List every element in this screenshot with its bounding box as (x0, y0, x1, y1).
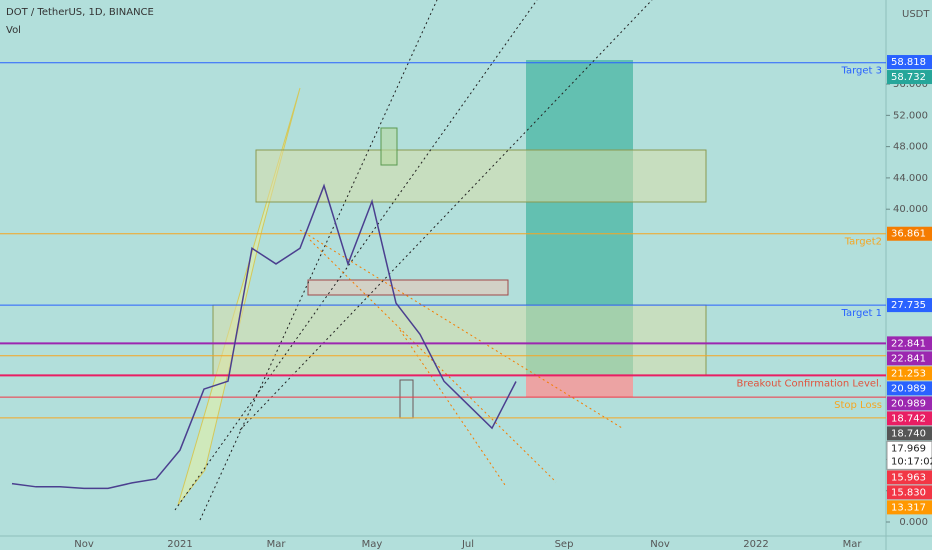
y-tick-label: 40.000 (893, 204, 928, 215)
zone-box (380, 127, 398, 166)
trend-line (199, 0, 438, 521)
price-tag (887, 55, 932, 70)
price-tag (887, 396, 932, 411)
trend-line (174, 0, 538, 511)
x-tick-label: 2021 (167, 539, 192, 550)
price-tag (886, 440, 932, 470)
y-tick-label: 0.000 (899, 517, 928, 528)
zone-box (212, 304, 707, 376)
price-tag (887, 411, 932, 426)
price-tag-label: 22.841 (891, 338, 926, 349)
x-tick-label: May (362, 539, 383, 550)
price-tag-label: 20.989 (891, 383, 926, 394)
price-tag (887, 298, 932, 313)
price-tag-label: 21.253 (891, 368, 926, 379)
subtitle: Vol (6, 25, 21, 36)
annotation: Target2 (844, 237, 882, 248)
price-tag-label: 36.861 (891, 229, 926, 240)
price-tag-label: 58.732 (891, 72, 926, 83)
y-tick-label: 52.000 (893, 110, 928, 121)
price-tag-label: 13.317 (891, 502, 926, 513)
price-tag (887, 351, 932, 366)
annotation: Target 3 (841, 66, 882, 77)
price-tag-label: 27.735 (891, 300, 926, 311)
zone-box (255, 149, 707, 203)
price-tag-label: 17.969 (891, 443, 926, 454)
x-tick-label: Mar (267, 539, 287, 550)
price-tag-label: 18.740 (891, 428, 926, 439)
price-tag-label: 22.841 (891, 353, 926, 364)
annotation: Target 1 (841, 308, 882, 319)
x-tick-label: Mar (843, 539, 863, 550)
y-tick-label: 56.000 (893, 79, 928, 90)
y-tick-label: 44.000 (893, 173, 928, 184)
price-tag (887, 366, 932, 381)
annotation: Breakout Confirmation Level. (737, 378, 882, 389)
x-tick-label: 2022 (743, 539, 768, 550)
price-tag (887, 381, 932, 396)
price-tag (887, 470, 932, 485)
chart-title: DOT / TetherUS, 1D, BINANCE (6, 7, 154, 18)
price-tag (887, 336, 932, 351)
annotation: Stop Loss (834, 400, 882, 411)
price-line (11, 183, 517, 490)
price-tag (887, 485, 932, 500)
price-tag (887, 226, 932, 241)
zone-box (307, 279, 509, 296)
y-tick-label: 48.000 (893, 142, 928, 153)
x-tick-label: Sep (555, 539, 574, 550)
trend-line (299, 229, 623, 429)
price-tag-label: 20.989 (891, 398, 926, 409)
price-tag-label: 18.742 (891, 413, 926, 424)
loss-zone (526, 375, 633, 397)
price-tag-label: 58.818 (891, 57, 926, 68)
countdown: 10:17:02 (891, 456, 932, 467)
price-tag-label: 15.830 (891, 487, 926, 498)
price-tag-label: 15.963 (891, 472, 926, 483)
x-tick-label: Nov (74, 539, 94, 550)
trend-line (239, 0, 653, 431)
x-tick-label: Jul (461, 539, 474, 550)
drawings (174, 0, 707, 521)
x-tick-label: Nov (650, 539, 670, 550)
price-tag (887, 70, 932, 85)
price-tag (887, 426, 932, 441)
price-tag (887, 500, 932, 515)
y-unit: USDT (902, 9, 930, 20)
